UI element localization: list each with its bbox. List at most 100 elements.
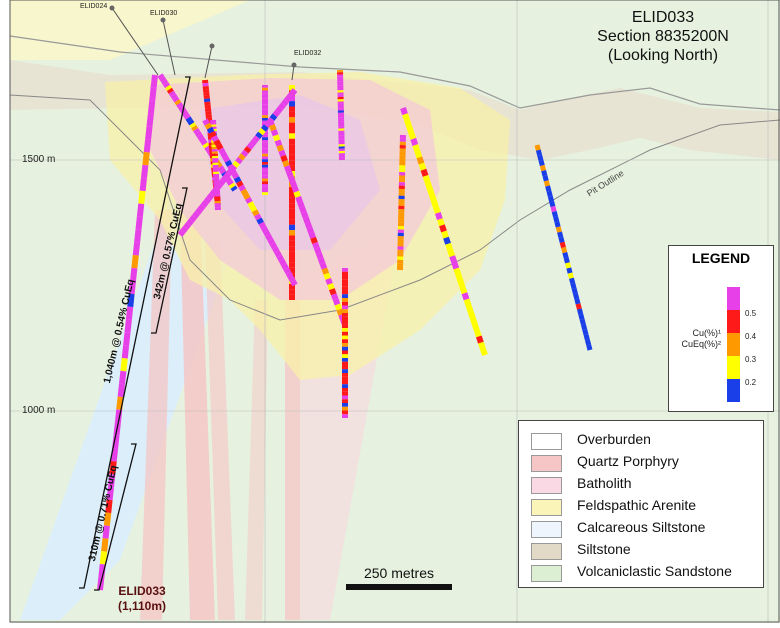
- drill-hole-segment: [428, 182, 430, 188]
- drill-hole-segment: [434, 201, 436, 207]
- drill-hole-segment: [140, 204, 141, 217]
- drill-hole-segment: [483, 349, 485, 355]
- drill-hole-segment: [454, 262, 456, 268]
- drill-hole-segment: [177, 101, 179, 104]
- title-block: ELID033 Section 8835200N (Looking North): [578, 8, 748, 65]
- drill-hole-segment: [219, 145, 221, 149]
- litho-swatch: [531, 433, 562, 450]
- drill-hole-segment: [570, 273, 571, 278]
- elevation-label-1500: 1500 m: [22, 154, 55, 165]
- drill-hole-segment: [274, 130, 276, 135]
- hole-label-elid032: ELID032: [294, 50, 321, 57]
- drill-hole-segment: [181, 107, 183, 110]
- drill-hole-segment: [581, 314, 582, 319]
- drill-hole-segment: [259, 219, 261, 223]
- drill-hole-segment: [292, 90, 295, 94]
- drill-hole-segment: [548, 186, 549, 191]
- drill-hole-segment: [281, 105, 284, 109]
- drill-hole-segment: [324, 269, 326, 274]
- drill-hole-length: (1,110m): [110, 599, 174, 614]
- drill-hole-segment: [562, 242, 563, 247]
- drill-hole-segment: [261, 130, 264, 134]
- drill-hole-segment: [446, 238, 448, 244]
- grade-label-cu: Cu(%)¹: [675, 328, 721, 339]
- litho-row-feldspathic-arenite: Feldspathic Arenite: [531, 496, 761, 516]
- drill-hole-segment: [281, 151, 283, 156]
- drill-hole-segment: [556, 217, 557, 222]
- drill-hole-segment: [409, 127, 411, 133]
- drill-hole-segment: [419, 157, 421, 163]
- drill-hole-segment: [258, 134, 261, 138]
- drill-hole-segment: [250, 203, 252, 207]
- drill-hole-segment: [336, 299, 338, 304]
- drill-hole-segment: [473, 318, 475, 324]
- drill-hole-segment: [277, 252, 279, 256]
- drill-hole-segment: [542, 166, 543, 171]
- drill-hole-segment: [197, 210, 200, 214]
- drill-hole-segment: [561, 237, 562, 242]
- grade-label-cueq: CuEq(%)²: [675, 339, 721, 350]
- drill-hole-segment: [569, 268, 570, 273]
- grade-swatch-orange: [727, 333, 740, 356]
- drill-hole-segment: [128, 320, 129, 333]
- drill-hole-segment: [415, 145, 417, 151]
- drill-hole-segment: [229, 181, 231, 184]
- drill-hole-segment: [164, 81, 166, 84]
- drill-hole-segment: [205, 120, 207, 124]
- drill-hole-segment: [207, 147, 209, 150]
- drill-hole-segment: [440, 219, 442, 225]
- grade-swatch-red: [727, 310, 740, 333]
- grade-tick-0.4: 0.4: [745, 332, 756, 341]
- drill-hole-segment: [479, 336, 481, 342]
- drill-hole-segment: [270, 120, 272, 125]
- drill-hole-segment: [432, 194, 434, 200]
- drill-hole-segment: [438, 213, 440, 219]
- drill-hole-segment: [194, 127, 196, 130]
- grade-tick-0.3: 0.3: [745, 355, 756, 364]
- drill-hole-segment: [338, 305, 340, 310]
- drill-hole-segment: [261, 223, 263, 227]
- drill-hole-segment: [546, 181, 547, 186]
- drill-hole-segment: [171, 92, 173, 95]
- drill-hole-segment: [230, 165, 232, 169]
- litho-row-quartz-porphyry: Quartz Porphyry: [531, 452, 761, 472]
- drill-hole-segment: [477, 330, 479, 336]
- drill-hole-segment: [222, 170, 224, 173]
- drill-hole-segment: [278, 141, 280, 146]
- litho-row-batholith: Batholith: [531, 474, 761, 494]
- drill-hole-segment: [168, 87, 170, 90]
- drill-hole-segment: [309, 228, 311, 233]
- drill-hole-segment: [210, 128, 212, 132]
- drill-hole-segment: [226, 173, 229, 177]
- drill-hole-segment: [319, 253, 321, 258]
- drill-hole-segment: [249, 144, 252, 148]
- drill-hole-segment: [237, 178, 239, 182]
- litho-swatch: [531, 521, 562, 538]
- lithology-legend: Overburden Quartz Porphyry Batholith Fel…: [518, 420, 764, 588]
- drill-hole-segment: [465, 293, 467, 299]
- drill-hole-segment: [460, 281, 462, 287]
- drill-hole-segment: [188, 118, 190, 121]
- drill-hole-segment: [545, 176, 546, 181]
- drill-hole-segment: [332, 289, 334, 294]
- drill-hole-segment: [298, 197, 300, 202]
- drill-hole-segment: [475, 324, 477, 330]
- drill-hole-segment: [145, 152, 146, 165]
- drill-hole-segment: [228, 161, 230, 165]
- drill-hole-segment: [241, 186, 243, 190]
- drill-hole-segment: [334, 294, 336, 299]
- litho-label: Feldspathic Arenite: [577, 497, 696, 513]
- drill-hole-segment: [405, 114, 407, 120]
- drill-hole-segment: [566, 258, 567, 263]
- drill-hole-segment: [323, 264, 325, 269]
- scale-bar: 250 metres: [346, 565, 452, 590]
- drill-hole-segment: [565, 253, 566, 258]
- drill-hole-segment: [552, 201, 553, 206]
- drill-hole-segment: [104, 539, 105, 552]
- drill-hole-trace: [400, 135, 403, 270]
- drill-hole-segment: [300, 202, 302, 207]
- drill-hole-segment: [574, 289, 575, 294]
- drill-hole-segment: [194, 213, 197, 217]
- litho-label: Siltstone: [577, 541, 631, 557]
- drill-hole-segment: [444, 232, 446, 238]
